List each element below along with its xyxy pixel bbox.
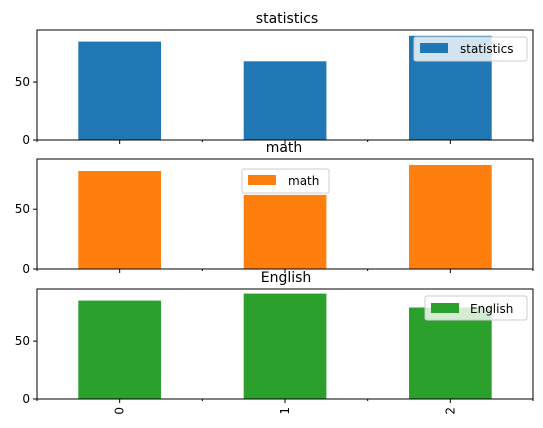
legend-label: statistics	[460, 42, 514, 56]
legend-swatch	[420, 43, 448, 53]
bar	[409, 165, 492, 269]
bar-group	[78, 293, 492, 399]
y-tick-label: 50	[15, 75, 30, 89]
y-tick-label: 0	[22, 262, 30, 276]
y-tick-label: 50	[15, 334, 30, 348]
subplot-title: statistics	[256, 11, 318, 27]
legend-label: math	[288, 174, 319, 188]
axes-frame	[36, 288, 534, 400]
axes-frame	[36, 158, 534, 270]
x-tick-label: 2	[443, 407, 457, 415]
bar	[243, 61, 327, 140]
bar	[78, 300, 161, 399]
axes-frame	[36, 29, 534, 141]
y-tick-label: 0	[22, 133, 30, 147]
x-tick-label: 0	[113, 407, 127, 415]
legend: English	[424, 295, 528, 321]
y-tick-label: 50	[15, 202, 30, 216]
bar	[78, 171, 161, 269]
x-axis: 0 1 2	[36, 399, 534, 415]
subplot-math: math 0 50 math	[15, 140, 534, 276]
subplot-title: math	[266, 140, 303, 156]
subplot-english: English 0 50 0 1 2 English	[15, 270, 534, 415]
subplot-title: English	[261, 270, 312, 286]
legend: statistics	[413, 36, 528, 62]
legend-swatch	[248, 175, 276, 185]
bar	[243, 293, 327, 399]
y-tick-label: 0	[22, 392, 30, 406]
legend-swatch	[431, 303, 459, 313]
y-axis: 0 50	[15, 75, 37, 147]
legend: math	[241, 168, 330, 194]
legend-box	[424, 295, 528, 321]
bar	[409, 307, 492, 399]
bar	[78, 41, 161, 140]
bar-group	[78, 165, 492, 269]
subplot-statistics: statistics 0 50 statistics	[15, 11, 534, 147]
y-axis: 0 50	[15, 334, 37, 406]
bar	[243, 194, 327, 269]
x-tick-label: 1	[278, 407, 292, 415]
legend-label: English	[470, 302, 513, 316]
y-axis: 0 50	[15, 202, 37, 276]
